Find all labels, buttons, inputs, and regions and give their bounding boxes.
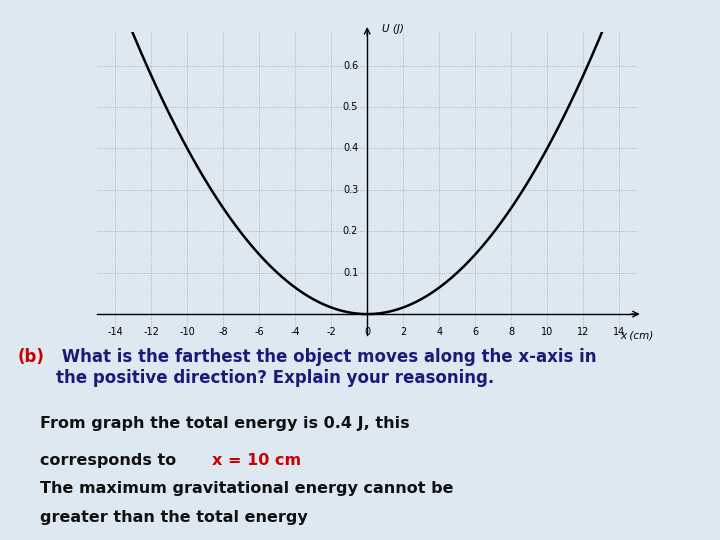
Text: The maximum gravitational energy cannot be: The maximum gravitational energy cannot … [40,481,453,496]
Text: 0.1: 0.1 [343,268,359,278]
Text: greater than the total energy: greater than the total energy [40,510,307,525]
Text: -6: -6 [254,327,264,338]
Text: 4: 4 [436,327,442,338]
Text: From graph the total energy is 0.4 J, this: From graph the total energy is 0.4 J, th… [40,416,409,431]
Text: 0.6: 0.6 [343,60,359,71]
Text: -14: -14 [107,327,123,338]
Text: 0.2: 0.2 [343,226,359,236]
Text: 0: 0 [364,327,370,338]
Text: -4: -4 [290,327,300,338]
Text: corresponds to: corresponds to [40,453,181,468]
Text: 0.3: 0.3 [343,185,359,195]
Text: 12: 12 [577,327,590,338]
Text: 6: 6 [472,327,478,338]
Text: -12: -12 [143,327,159,338]
Text: 0.4: 0.4 [343,144,359,153]
Text: 8: 8 [508,327,514,338]
Text: 2: 2 [400,327,406,338]
Text: U (J): U (J) [382,24,403,35]
Text: 10: 10 [541,327,554,338]
Text: (b): (b) [18,348,45,366]
Text: 14: 14 [613,327,626,338]
Text: -2: -2 [326,327,336,338]
Text: -10: -10 [179,327,195,338]
Text: x = 10 cm: x = 10 cm [212,453,302,468]
Text: x (cm): x (cm) [621,330,654,341]
Text: What is the farthest the object moves along the x‑axis in
the positive direction: What is the farthest the object moves al… [56,348,597,387]
Text: -8: -8 [218,327,228,338]
Text: 0.5: 0.5 [343,102,359,112]
